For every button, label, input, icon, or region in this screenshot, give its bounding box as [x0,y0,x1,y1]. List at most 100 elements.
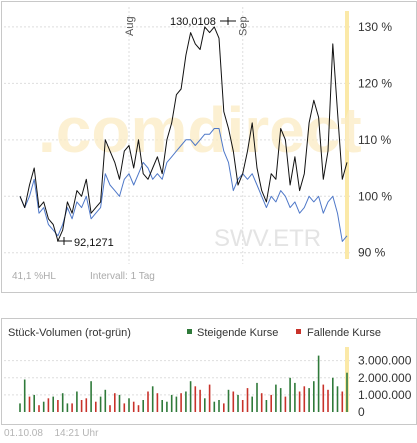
volume-bar-falling [47,398,50,412]
volume-bar-rising [118,394,121,412]
volume-bar-falling [270,394,272,412]
volume-title: Stück-Volumen (rot-grün) [8,327,131,339]
high-annotation: 130,0108 [170,16,216,28]
volume-bar-rising [279,388,282,412]
volume-bar-falling [260,393,263,412]
price-ytick-label: 90 % [358,246,386,260]
price-ytick-label: 110 % [358,133,391,147]
volume-bar-rising [175,396,178,412]
volume-bar-rising [104,389,107,412]
legend-falling-swatch [296,329,301,334]
volume-bar-falling [109,405,111,412]
volume-bar-rising [251,396,253,412]
volume-bar-falling [327,389,329,412]
volume-bar-rising [289,377,291,412]
volume-bar-rising [33,394,35,412]
volume-bar-rising [170,394,173,412]
legend-rising-swatch [187,329,192,334]
volume-bar-rising [189,381,192,412]
volume-bar-rising [142,400,144,412]
volume-bar-rising [61,393,64,412]
price-line-black [19,26,348,242]
volume-bar-rising [332,377,334,412]
volume-bar-falling [85,398,88,412]
volume-bar-falling [180,393,182,412]
symbol-watermark: SWV.ETR [214,225,321,252]
volume-bar-falling [241,400,244,412]
footer-date: 01.10.08 [4,428,43,439]
volume-bar-rising [23,379,26,412]
volume-bar-falling [341,391,344,412]
volume-bar-falling [123,403,126,412]
volume-bar-rising [99,396,102,412]
legend-falling-label: Fallende Kurse [307,327,381,339]
legend-rising-label: Steigende Kurse [197,327,278,339]
volume-bar-falling [298,391,301,412]
volume-bar-falling [137,405,140,412]
price-chart-panel: .comdirect SWV.ETR Aug Sep 130,0108 92,12… [1,1,417,293]
volume-bar-rising [185,391,187,412]
volume-bar-falling [80,400,83,412]
watermark: .comdirect [38,94,362,166]
volume-bar-rising [42,401,45,412]
volume-ytick-label: 0 [358,405,365,419]
volume-bar-falling [199,389,201,412]
price-ytick-label: 120 % [358,76,392,90]
volume-bar-rising [265,400,268,412]
volume-bar-rising [90,381,92,412]
range-info: 41,1 %HL [12,271,56,282]
volume-bar-falling [71,403,73,412]
volume-bar-rising [294,382,296,412]
volume-chart: Stück-Volumen (rot-grün) Steigende Kurse… [4,327,412,419]
volume-bar-rising [213,401,216,412]
volume-bar-falling [114,393,116,412]
volume-bar-rising [166,401,168,412]
volume-bar-rising [52,396,54,412]
volume-bar-rising [204,398,206,412]
volume-bar-rising [161,400,163,412]
volume-ytick-label: 1.000.000 [358,388,412,402]
price-ytick-label: 130 % [358,20,392,34]
footer-time: 14:21 Uhr [54,428,99,439]
volume-bar-rising [308,388,310,412]
volume-bar-rising [151,386,154,412]
volume-bar-rising [19,403,21,412]
volume-bar-rising [275,384,277,412]
volume-bar-rising [256,382,258,412]
volume-bar-rising [313,381,315,412]
volume-bar-falling [194,386,197,412]
volume-bar-falling [208,384,211,412]
volume-bar-falling [246,388,249,412]
price-ytick-label: 100 % [358,189,392,203]
volume-bar-rising [76,391,78,412]
volume-bar-rising [66,403,69,412]
price-chart: .comdirect SWV.ETR Aug Sep 130,0108 92,12… [4,7,392,282]
volume-bar-falling [95,401,97,412]
volume-bar-falling [38,405,40,412]
price-line-blue [19,128,348,242]
volume-bar-falling [156,393,159,412]
volume-bar-rising [227,389,230,412]
volume-bar-falling [57,400,59,412]
volume-bar-falling [223,403,225,412]
volume-bar-rising [317,355,320,412]
volume-bar-rising [128,398,130,412]
volume-bar-rising [218,400,220,412]
volume-ytick-label: 2.000.000 [358,371,412,385]
volume-bar-falling [322,384,325,412]
volume-bar-falling [303,386,306,412]
volume-bar-rising [336,386,339,412]
month-label: Sep [238,16,250,36]
volume-bar-falling [284,396,287,412]
volume-bar-falling [232,391,235,412]
volume-bar-falling [132,401,135,412]
timestamp-footer: 01.10.08 14:21 Uhr [4,428,98,439]
volume-bar-rising [346,372,348,412]
interval-info: Intervall: 1 Tag [90,271,155,282]
volume-bar-rising [237,394,239,412]
volume-ytick-label: 3.000.000 [358,354,412,368]
volume-chart-panel: Stück-Volumen (rot-grün) Steigende Kurse… [1,318,417,425]
volume-bar-falling [147,391,149,412]
current-period-highlight [345,11,349,259]
volume-bar-falling [28,396,31,412]
